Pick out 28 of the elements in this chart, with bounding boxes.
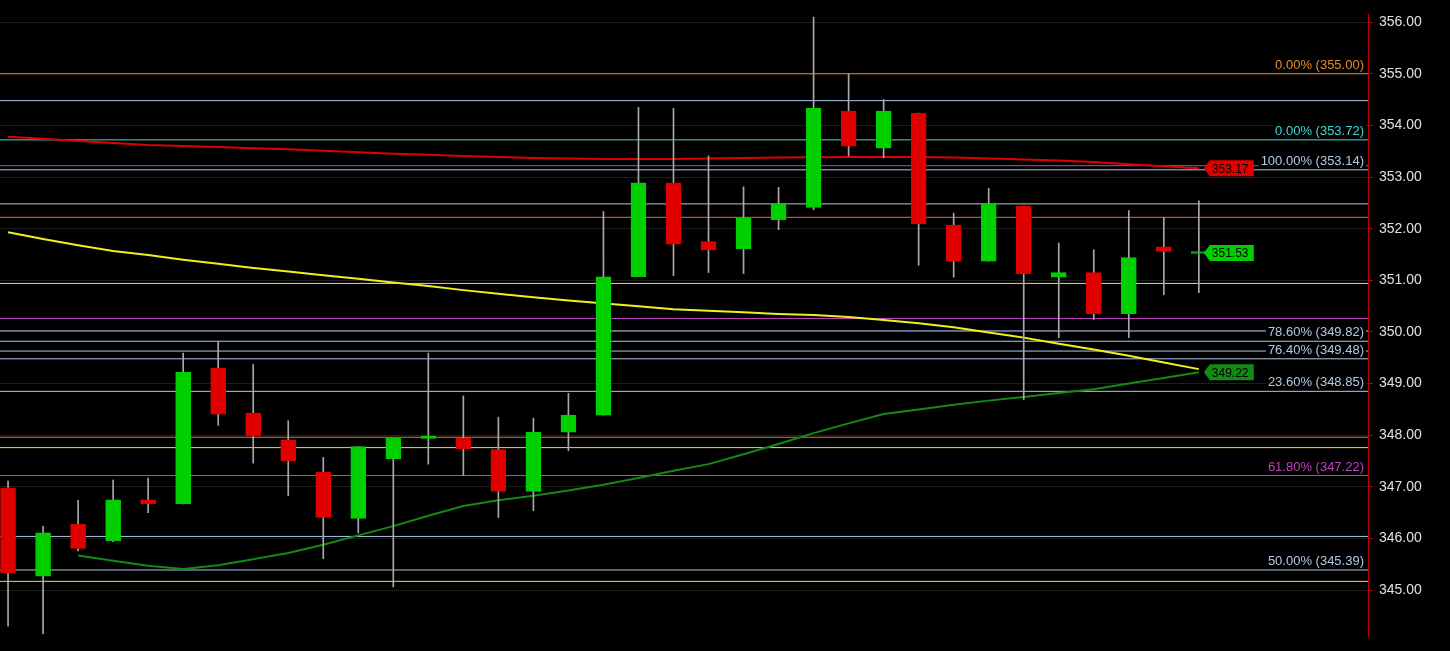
y-tick-label: 352.00 xyxy=(1379,219,1423,236)
ref-line-label: 0.00% (355.00) xyxy=(1275,56,1364,72)
ref-line-label: 100.00% (353.14) xyxy=(1260,152,1364,168)
y-tick-label: 349.00 xyxy=(1379,374,1423,391)
ref-line-label: 78.60% (349.82) xyxy=(1267,324,1364,340)
data-label: 349.22 xyxy=(1211,365,1249,380)
y-tick-label: 354.00 xyxy=(1379,116,1423,133)
ref-line-label: 0.00% (353.72) xyxy=(1275,122,1364,138)
candlestick xyxy=(1155,217,1172,296)
y-tick-label: 353.00 xyxy=(1379,167,1423,184)
candlestick xyxy=(385,437,402,588)
ref-line-label: 61.80% (347.22) xyxy=(1267,458,1364,474)
ref-line-label: 76.40% (349.48) xyxy=(1267,341,1364,357)
y-tick-label: 355.00 xyxy=(1379,64,1423,81)
ref-line-label: 50.00% (345.39) xyxy=(1267,553,1364,569)
y-tick-label: 348.00 xyxy=(1379,426,1423,443)
text: 351.53 xyxy=(1211,246,1249,261)
candlestick xyxy=(1050,242,1067,338)
y-tick-label: 350.00 xyxy=(1379,322,1423,339)
y-tick-label: 351.00 xyxy=(1379,271,1423,288)
ref-line-label: 23.60% (348.85) xyxy=(1267,374,1364,390)
candlestick xyxy=(140,477,156,514)
data-label: 353.17 xyxy=(1211,161,1249,176)
y-tick-label: 347.00 xyxy=(1379,477,1423,494)
y-tick-label: 356.00 xyxy=(1379,13,1423,29)
y-tick-label: 345.00 xyxy=(1379,580,1423,597)
candlestick xyxy=(245,364,262,464)
y-tick-label: 346.00 xyxy=(1379,529,1423,546)
